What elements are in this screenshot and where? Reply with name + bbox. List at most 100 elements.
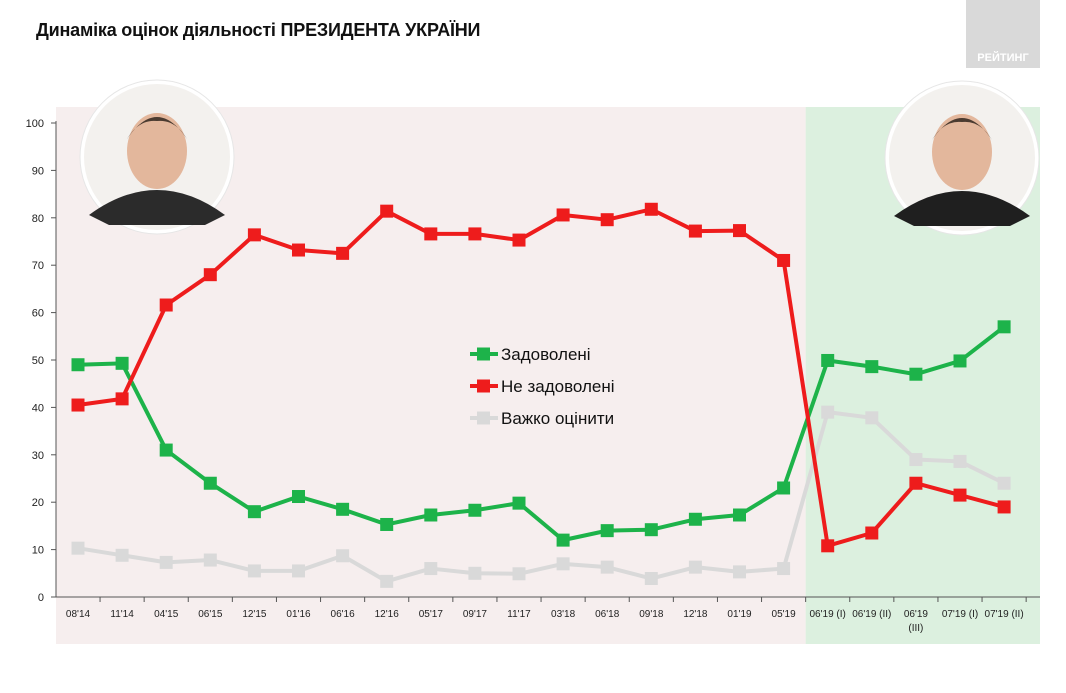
data-point	[821, 405, 835, 419]
data-point	[644, 523, 658, 537]
data-point	[159, 443, 173, 457]
data-point	[821, 353, 835, 367]
data-point	[556, 208, 570, 222]
data-point	[644, 202, 658, 216]
data-point	[644, 572, 658, 586]
x-tick-label: 06'19 (II)	[852, 609, 891, 620]
data-point	[997, 476, 1011, 490]
data-point	[865, 360, 879, 374]
data-point	[556, 557, 570, 571]
data-point	[865, 526, 879, 540]
data-point	[71, 358, 85, 372]
data-point	[512, 233, 526, 247]
data-point	[512, 567, 526, 581]
data-point	[424, 227, 438, 241]
portrait-face	[932, 114, 992, 190]
page-title: Динаміка оцінок діяльності ПРЕЗИДЕНТА УК…	[36, 20, 481, 40]
data-point	[247, 564, 261, 578]
data-point	[159, 298, 173, 312]
data-point	[556, 533, 570, 547]
data-point	[821, 539, 835, 553]
y-tick-label: 50	[32, 355, 44, 367]
portrait-hair	[932, 118, 992, 140]
x-tick-label: 03'18	[551, 609, 576, 620]
x-tick-label: 06'19 (I)	[810, 609, 846, 620]
data-point	[953, 354, 967, 368]
data-point	[203, 553, 217, 567]
data-point	[600, 560, 614, 574]
data-point	[468, 503, 482, 517]
data-point	[865, 411, 879, 425]
x-tick-label: 09'18	[639, 609, 664, 620]
series-line	[77, 410, 1005, 584]
y-tick-label: 60	[32, 308, 44, 320]
legend-marker	[477, 379, 490, 393]
portrait-icon	[884, 80, 1040, 236]
x-tick-label: 07'19 (I)	[942, 609, 978, 620]
x-tick-label: 12'15	[242, 609, 267, 620]
data-point	[424, 562, 438, 576]
portrait-body	[89, 190, 225, 225]
series-line	[77, 325, 1006, 543]
x-tick-label: 06'16	[331, 609, 356, 620]
legend-label: Важко оцінити	[501, 409, 614, 428]
series-line	[77, 207, 1005, 548]
data-point	[203, 268, 217, 282]
data-point	[953, 488, 967, 502]
data-point	[71, 541, 85, 555]
portrait-body	[894, 191, 1030, 226]
x-tick-label: 11'14	[110, 609, 134, 620]
x-tick-label: 12'18	[683, 609, 708, 620]
x-tick-label: 08'14	[66, 609, 91, 620]
data-point	[115, 548, 129, 562]
x-tick-label: 01'16	[286, 609, 311, 620]
data-point	[292, 564, 305, 578]
data-point	[380, 204, 394, 218]
data-point	[203, 476, 217, 490]
data-point	[997, 500, 1011, 514]
data-point	[777, 481, 791, 495]
data-point	[468, 227, 482, 241]
x-tick-label: 04'15	[154, 609, 179, 620]
x-tick-label: 05'19	[772, 609, 797, 620]
brand-label: РЕЙТИНГ	[977, 52, 1029, 64]
data-point	[468, 566, 482, 580]
data-point	[688, 560, 702, 574]
data-point	[424, 508, 438, 522]
data-point	[247, 228, 261, 242]
x-tick-label: 01'19	[727, 609, 752, 620]
data-point	[380, 574, 394, 588]
y-tick-label: 20	[32, 497, 44, 509]
data-point	[909, 367, 923, 381]
data-point	[733, 224, 746, 238]
portrait-face	[127, 113, 187, 189]
data-point	[600, 524, 614, 538]
data-point	[336, 549, 350, 563]
legend-marker	[477, 411, 490, 425]
legend-label: Не задоволені	[501, 377, 615, 396]
data-point	[292, 243, 305, 257]
data-point	[115, 392, 129, 406]
data-point	[336, 246, 350, 260]
data-point	[688, 224, 702, 238]
y-tick-label: 30	[32, 450, 44, 462]
data-point	[688, 512, 702, 526]
data-point	[115, 356, 129, 370]
data-point	[777, 253, 791, 267]
data-point	[71, 398, 85, 412]
x-tick-label: 05'17	[419, 609, 444, 620]
y-tick-label: 100	[26, 118, 44, 130]
data-point	[733, 508, 746, 522]
x-tick-label: 09'17	[463, 609, 488, 620]
y-tick-label: 80	[32, 213, 44, 225]
portrait-hair	[127, 117, 187, 139]
data-point	[733, 565, 746, 579]
data-point	[997, 320, 1011, 334]
x-tick-label: 11'17	[507, 609, 531, 620]
y-tick-label: 10	[32, 545, 44, 557]
legend-label: Задоволені	[501, 345, 591, 364]
x-tick-label: 06'15	[198, 609, 223, 620]
portrait-icon	[79, 79, 235, 235]
data-point	[909, 453, 923, 467]
